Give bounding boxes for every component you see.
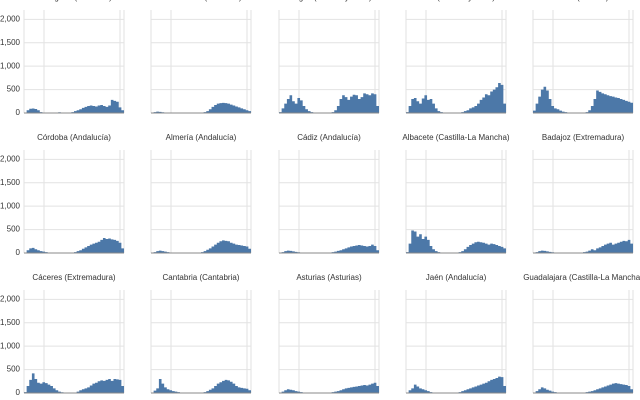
area [406,230,506,253]
panel-title: Almería (Andalucía) [166,133,237,142]
area [24,99,124,113]
y-tick-label: 1,500 [0,318,21,327]
panel-title: Cantabria (Cantabria) [163,273,240,282]
panel-title: Guadalajara (Castilla-La Mancha) [523,273,640,282]
area [279,382,379,393]
area [533,86,633,113]
panel-title: Burgos (Castilla y León) [286,0,372,2]
y-tick-label: 2,000 [0,14,21,23]
panel-title: Jaén (Andalucía) [426,273,487,282]
area [279,244,379,253]
area [533,383,633,393]
area [279,93,379,113]
y-tick-label: 1,000 [0,341,21,350]
area [406,376,506,393]
y-tick-label: 0 [16,248,21,257]
area [406,83,506,113]
panel-title: Las Palmas (Canarias) [160,0,242,2]
area [24,238,124,253]
panel-title: Cádiz (Andalucía) [297,133,361,142]
area [24,373,124,393]
area [151,378,251,393]
panel-title: Ávila (Castilla) [557,0,608,2]
y-tick-label: 1,000 [0,61,21,70]
panel-title: Asturias (Asturias) [296,273,362,282]
panel-title: Tarragona (Cataluña) [36,0,112,2]
area [151,240,251,253]
y-tick-label: 1,500 [0,38,21,47]
y-tick-label: 0 [16,108,21,117]
panel-title: Badajoz (Extremadura) [542,133,625,142]
panel-title: Albacete (Castilla-La Mancha) [402,133,509,142]
panel-title: Cáceres (Extremadura) [32,273,115,282]
panel-title: León (Castilla y León) [417,0,495,2]
area [151,102,251,113]
y-tick-label: 1,500 [0,178,21,187]
y-tick-label: 1,000 [0,201,21,210]
y-tick-label: 500 [7,85,21,94]
y-tick-label: 500 [7,365,21,374]
y-tick-label: 0 [16,388,21,397]
y-tick-label: 2,000 [0,154,21,163]
area [533,239,633,253]
y-tick-label: 500 [7,225,21,234]
y-tick-label: 2,000 [0,294,21,303]
panel-title: Córdoba (Andalucía) [37,133,111,142]
